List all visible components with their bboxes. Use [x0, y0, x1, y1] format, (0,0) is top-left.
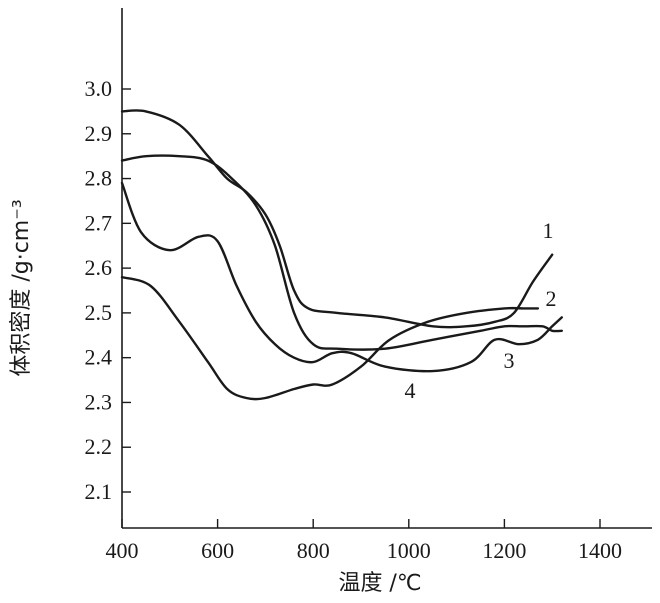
axes	[121, 8, 652, 529]
y-tick-label: 2.3	[85, 389, 113, 414]
y-tick-label: 2.6	[85, 255, 113, 280]
x-tick-label: 1400	[578, 538, 622, 563]
series-label-2: 2	[546, 286, 557, 311]
series-labels: 1 2 3 4	[405, 218, 557, 403]
y-tick-label: 2.5	[85, 300, 113, 325]
x-tick-label: 400	[106, 538, 139, 563]
x-tick-label: 600	[201, 538, 234, 563]
x-tick-label: 1000	[387, 538, 431, 563]
curves	[120, 109, 563, 401]
y-tick-label: 2.2	[85, 434, 113, 459]
y-tick-label: 2.1	[85, 479, 113, 504]
series-label-3: 3	[504, 348, 515, 373]
series-line-4	[120, 275, 540, 401]
x-tick-label: 1200	[482, 538, 526, 563]
x-ticks: 400 600 800 1000 1200 1400	[106, 519, 622, 563]
series-line-1	[120, 109, 554, 329]
series-label-1: 1	[543, 218, 554, 243]
y-tick-label: 3.0	[85, 76, 113, 101]
series-line-2	[120, 154, 563, 351]
series-line-3	[120, 181, 563, 373]
y-tick-label: 2.7	[85, 210, 113, 235]
y-tick-label: 2.9	[85, 121, 113, 146]
x-tick-label: 800	[297, 538, 330, 563]
y-ticks: 2.1 2.2 2.3 2.4 2.5 2.6 2.7 2.8 2.9 3.0	[85, 76, 131, 504]
y-axis-title: 体积密度 /g·cm⁻³	[9, 199, 34, 376]
y-tick-label: 2.4	[85, 345, 113, 370]
y-tick-label: 2.8	[85, 166, 113, 191]
series-label-4: 4	[405, 378, 416, 403]
x-axis-title: 温度 /℃	[338, 571, 421, 596]
